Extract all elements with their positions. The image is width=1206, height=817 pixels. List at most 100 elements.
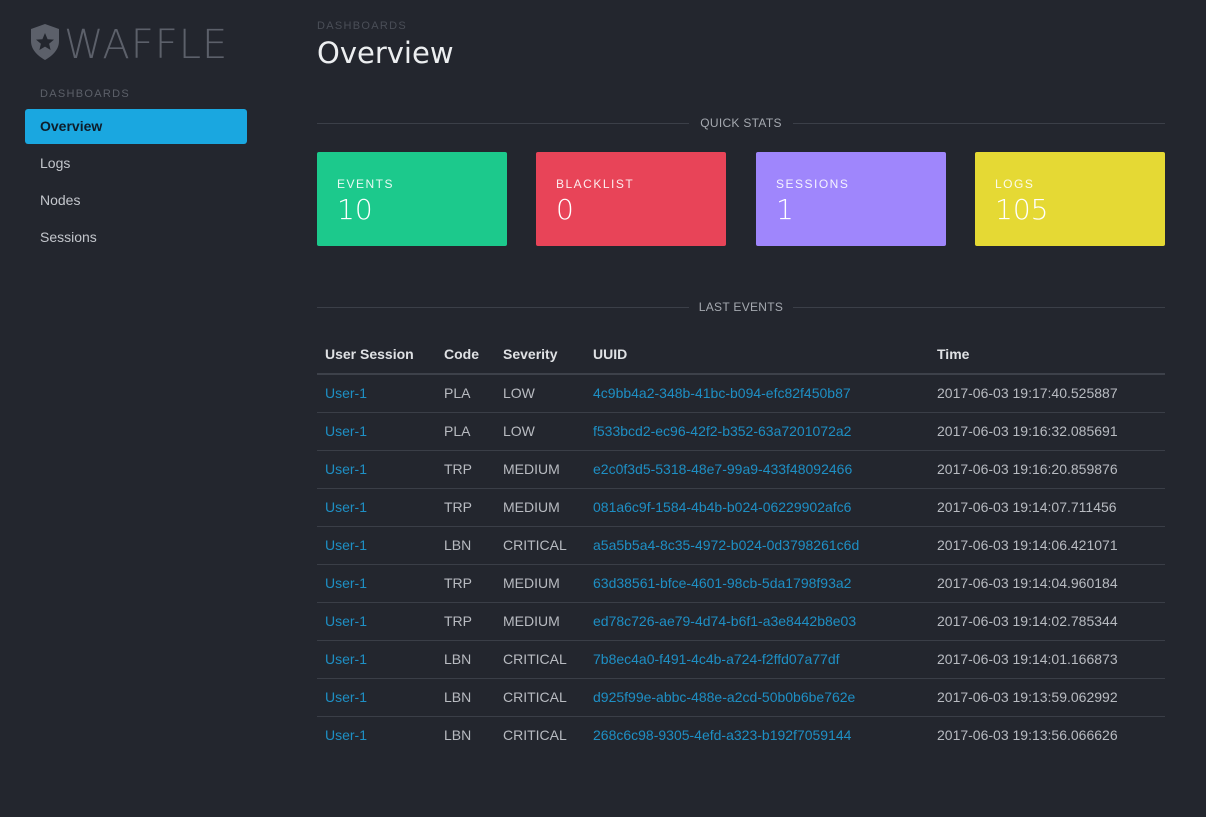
- session-link[interactable]: User-1: [317, 526, 436, 565]
- uuid-link[interactable]: 268c6c98-9305-4efd-a323-b192f7059144: [593, 727, 852, 744]
- session-link[interactable]: User-1: [317, 640, 436, 679]
- severity-cell: CRITICAL: [495, 678, 585, 717]
- logo[interactable]: WAFFLE: [28, 22, 228, 67]
- divider-line: [317, 123, 689, 124]
- code-cell: LBN: [436, 678, 495, 717]
- code-cell: LBN: [444, 727, 472, 744]
- sidebar-item-nodes[interactable]: Nodes: [40, 192, 81, 208]
- session-link[interactable]: User-1: [317, 678, 436, 717]
- page-title: Overview: [317, 36, 454, 70]
- table-row: User-1 TRP MEDIUM 081a6c9f-1584-4b4b-b024-0…: [317, 488, 1165, 527]
- stat-value: 10: [337, 193, 373, 226]
- logo-text: WAFFLE: [64, 21, 229, 68]
- table-row: User-1 TRP MEDIUM ed78c726-ae79-4d74-b6f1-a…: [317, 602, 1165, 641]
- uuid-link[interactable]: 7b8ec4a0-f491-4c4b-a724-f2ffd07a77df: [585, 640, 929, 679]
- time-cell: 2017-06-03 19:13:59.062992: [929, 678, 1165, 717]
- column-header[interactable]: Severity: [495, 334, 585, 375]
- table-row: User-1 TRP MEDIUM 63d38561-bfce-4601-98cb-5…: [317, 564, 1165, 603]
- uuid-link[interactable]: 081a6c9f-1584-4b4b-b024-06229902afc6: [585, 488, 929, 527]
- severity-cell: CRITICAL: [495, 640, 585, 679]
- uuid-link[interactable]: e2c0f3d5-5318-48e7-99a9-433f48092466: [585, 450, 929, 489]
- uuid-link[interactable]: a5a5b5a4-8c35-4972-b024-0d3798261c6d: [585, 526, 929, 565]
- uuid-link[interactable]: d925f99e-abbc-488e-a2cd-50b0b6be762e: [585, 678, 929, 717]
- last-events-heading: LAST EVENTS: [698, 300, 784, 314]
- time-cell: 2017-06-03 19:16:20.859876: [929, 450, 1165, 489]
- table-row: User-1 LBN CRITICAL a5a5b5a4-8c35-4972-b024…: [317, 526, 1165, 565]
- uuid-link[interactable]: f533bcd2-ec96-42f2-b352-63a7201072a2: [585, 412, 929, 451]
- table-row: User-1 PLA LOW f533bcd2-ec96-42f2-b352-63a7…: [317, 412, 1165, 451]
- stat-value: 1: [776, 193, 794, 226]
- code-cell: TRP: [436, 564, 495, 603]
- uuid-link[interactable]: ed78c726-ae79-4d74-b6f1-a3e8442b8e03: [585, 602, 929, 641]
- code-cell: TRP: [436, 602, 495, 641]
- session-link[interactable]: User-1: [317, 488, 436, 527]
- session-link[interactable]: User-1: [317, 374, 436, 413]
- sidebar-item-sessions[interactable]: Sessions: [40, 229, 97, 245]
- severity-cell: MEDIUM: [495, 564, 585, 603]
- code-cell: TRP: [436, 488, 495, 527]
- breadcrumb: DASHBOARDS: [317, 20, 408, 32]
- stat-value: 105: [995, 193, 1049, 226]
- table-body: User-1 PLA LOW 4c9bb4a2-348b-41bc-b094-efc8…: [317, 374, 1165, 754]
- stat-value: 0: [556, 193, 574, 226]
- severity-cell: CRITICAL: [503, 727, 567, 744]
- uuid-link[interactable]: 63d38561-bfce-4601-98cb-5da1798f93a2: [585, 564, 929, 603]
- table-row: User-1 LBN CRITICAL d925f99e-abbc-488e-a2cd…: [317, 678, 1165, 717]
- code-cell: PLA: [436, 412, 495, 451]
- stat-label: EVENTS: [337, 177, 395, 191]
- last-events-table: User Session Code Severity UUID Time Use…: [317, 334, 1165, 754]
- table-header-row: User Session Code Severity UUID Time: [317, 334, 1165, 375]
- time-cell: 2017-06-03 19:14:02.785344: [929, 602, 1165, 641]
- severity-cell: LOW: [495, 374, 585, 413]
- stat-card-logs[interactable]: LOGS 105: [975, 152, 1165, 246]
- session-link[interactable]: User-1: [317, 450, 436, 489]
- stat-card-blacklist[interactable]: BLACKLIST 0: [536, 152, 726, 246]
- shield-star-icon: [28, 22, 62, 67]
- severity-cell: LOW: [495, 412, 585, 451]
- time-cell: 2017-06-03 19:13:56.066626: [937, 727, 1118, 744]
- sidebar-item-logs[interactable]: Logs: [40, 155, 71, 171]
- table-row: User-1 LBN CRITICAL 7b8ec4a0-f491-4c4b-a724…: [317, 640, 1165, 679]
- column-header[interactable]: UUID: [585, 334, 929, 375]
- column-header[interactable]: Code: [436, 334, 495, 375]
- table-row: User-1 LBN CRITICAL 268c6c98-9305-4efd-a323…: [317, 716, 1165, 754]
- quick-stats-divider: QUICK STATS: [317, 116, 1165, 130]
- divider-line: [793, 307, 1165, 308]
- session-link[interactable]: User-1: [317, 602, 436, 641]
- stat-card-sessions[interactable]: SESSIONS 1: [756, 152, 946, 246]
- severity-cell: MEDIUM: [495, 488, 585, 527]
- sidebar-section-label: DASHBOARDS: [40, 88, 131, 100]
- code-cell: LBN: [436, 640, 495, 679]
- severity-cell: MEDIUM: [495, 602, 585, 641]
- uuid-link[interactable]: 4c9bb4a2-348b-41bc-b094-efc82f450b87: [585, 374, 929, 413]
- time-cell: 2017-06-03 19:14:07.711456: [929, 488, 1165, 527]
- code-cell: PLA: [436, 374, 495, 413]
- time-cell: 2017-06-03 19:16:32.085691: [929, 412, 1165, 451]
- last-events-divider: LAST EVENTS: [317, 300, 1165, 314]
- sidebar-item-overview[interactable]: Overview: [25, 109, 247, 144]
- time-cell: 2017-06-03 19:17:40.525887: [929, 374, 1165, 413]
- stat-label: SESSIONS: [776, 177, 850, 191]
- time-cell: 2017-06-03 19:14:04.960184: [929, 564, 1165, 603]
- sidebar-nav: Overview Logs Nodes Sessions: [25, 109, 247, 257]
- divider-line: [317, 307, 689, 308]
- stat-label: LOGS: [995, 177, 1035, 191]
- table-row: User-1 PLA LOW 4c9bb4a2-348b-41bc-b094-efc8…: [317, 374, 1165, 413]
- severity-cell: CRITICAL: [495, 526, 585, 565]
- stat-card-events[interactable]: EVENTS 10: [317, 152, 507, 246]
- code-cell: LBN: [436, 526, 495, 565]
- session-link[interactable]: User-1: [317, 564, 436, 603]
- stat-label: BLACKLIST: [556, 177, 635, 191]
- time-cell: 2017-06-03 19:14:06.421071: [929, 526, 1165, 565]
- quick-stats-heading: QUICK STATS: [700, 116, 782, 130]
- column-header[interactable]: User Session: [317, 334, 436, 375]
- severity-cell: MEDIUM: [495, 450, 585, 489]
- column-header[interactable]: Time: [929, 334, 1165, 375]
- table-row: User-1 TRP MEDIUM e2c0f3d5-5318-48e7-99a9-4…: [317, 450, 1165, 489]
- divider-line: [793, 123, 1165, 124]
- time-cell: 2017-06-03 19:14:01.166873: [929, 640, 1165, 679]
- session-link[interactable]: User-1: [325, 727, 368, 744]
- sidebar: WAFFLE DASHBOARDS Overview Logs Nodes Se…: [0, 0, 270, 817]
- quick-stats: EVENTS 10 BLACKLIST 0 SESSIONS 1 LOGS 10…: [317, 152, 1165, 246]
- session-link[interactable]: User-1: [317, 412, 436, 451]
